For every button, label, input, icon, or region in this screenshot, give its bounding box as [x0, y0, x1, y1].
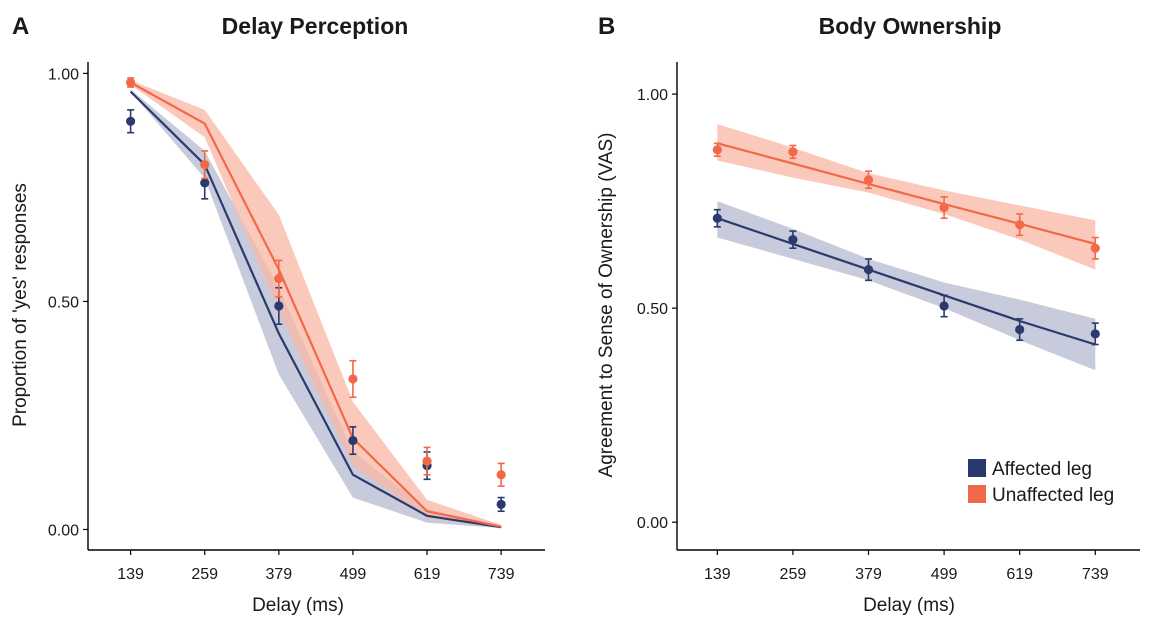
panel-a-data-point-unaffected: [496, 470, 506, 480]
panel-b-x-tick-label: 619: [1006, 566, 1033, 583]
panel-a-title: Delay Perception: [222, 13, 409, 39]
panel-a-ci-band-affected: [130, 89, 502, 529]
panel-b-y-tick-label: 0.00: [637, 515, 668, 532]
panel-a-x-tick-label: 139: [117, 566, 144, 583]
legend-swatch-affected: [968, 459, 986, 477]
panel-a-data-point-unaffected: [126, 77, 136, 88]
panel-b-data-point-unaffected: [712, 145, 722, 155]
panel-b-y-axis-label: Agreement to Sense of Ownership (VAS): [596, 133, 617, 478]
panel-a-y-tick-label: 0.50: [48, 294, 79, 311]
panel-a-x-tick-label: 379: [265, 566, 292, 583]
panel-a-x-tick-label: 739: [488, 566, 515, 583]
panel-b-data-point-affected: [863, 265, 874, 275]
panel-b-letter: B: [598, 13, 615, 40]
panel-a-data-point-unaffected: [348, 374, 358, 384]
panel-b-data-point-unaffected: [1090, 243, 1100, 253]
panel-a-x-tick-label: 499: [340, 566, 367, 583]
panel-a-data-point-unaffected: [422, 456, 432, 466]
panel-b-x-tick-label: 739: [1082, 566, 1109, 583]
panel-a-y-tick-label: 0.00: [48, 522, 79, 539]
panel-b-title: Body Ownership: [819, 13, 1002, 39]
panel-a-letter: A: [12, 13, 29, 40]
panel-a-x-tick-label: 259: [191, 566, 218, 583]
panel-b-data-point-unaffected: [1015, 220, 1025, 230]
panel-b-data-point-affected: [788, 235, 798, 245]
panel-a-plot: Proportion of 'yes' responses Delay (ms)…: [10, 62, 545, 616]
panel-b-data-point-affected: [939, 301, 949, 311]
panel-b-data-point-affected: [1015, 324, 1025, 335]
panel-a-data-point-affected: [200, 178, 210, 188]
panel-b-x-tick-label: 139: [704, 566, 731, 583]
panel-b-plot: Agreement to Sense of Ownership (VAS) De…: [596, 62, 1140, 616]
legend-swatch-unaffected: [968, 485, 986, 503]
panel-a-x-axis-label: Delay (ms): [252, 595, 344, 616]
panel-b-x-tick-label: 379: [855, 566, 882, 583]
panel-b-x-axis-label: Delay (ms): [863, 595, 955, 616]
panel-a-data-point-affected: [348, 435, 358, 446]
panel-a-data-point-affected: [126, 116, 136, 126]
panel-b-ci-band-affected: [717, 201, 1096, 371]
panel-b-data-point-unaffected: [939, 202, 949, 213]
panel-a-x-tick-label: 619: [414, 566, 441, 583]
panel-a-fit-line-affected: [129, 90, 502, 529]
panel-b-data-point-affected: [1090, 329, 1100, 339]
panel-b-ci-band-unaffected: [717, 124, 1096, 270]
panel-a-y-axis-label: Proportion of 'yes' responses: [10, 183, 31, 427]
legend-label-unaffected: Unaffected leg: [992, 485, 1114, 506]
panel-a-y-tick-label: 1.00: [48, 66, 79, 83]
panel-b-x-tick-label: 499: [931, 566, 958, 583]
panel-a-data-point-unaffected: [200, 160, 210, 170]
panel-b-fit-line-affected: [716, 217, 1096, 346]
panel-b-y-tick-label: 1.00: [637, 87, 668, 104]
panel-b-data-point-unaffected: [863, 175, 874, 185]
panel-a-data-point-unaffected: [274, 274, 284, 284]
panel-b-data-point-affected: [712, 213, 722, 223]
panel-a-data-point-affected: [496, 499, 506, 509]
panel-b-x-tick-label: 259: [780, 566, 807, 583]
panel-b-y-tick-label: 0.50: [637, 301, 668, 318]
panel-a-data-point-affected: [274, 301, 284, 311]
legend-label-affected: Affected leg: [992, 459, 1092, 480]
panel-b-fit-line-unaffected: [717, 142, 1096, 245]
panel-b-data-point-unaffected: [788, 147, 798, 157]
panel-a-fit-line-unaffected: [130, 81, 502, 528]
legend: Affected leg Unaffected leg: [968, 459, 1114, 506]
